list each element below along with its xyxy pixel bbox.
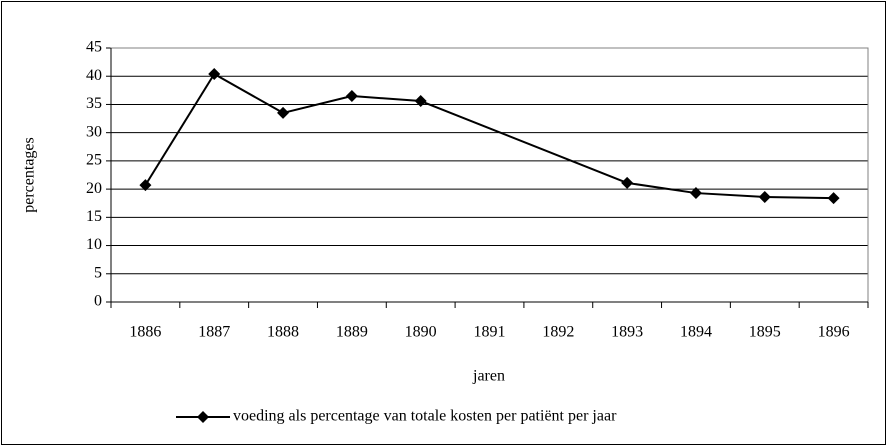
y-axis-label: percentages — [21, 137, 38, 213]
marker — [414, 95, 427, 108]
y-tick-label: 35 — [86, 95, 102, 112]
x-tick-label: 1886 — [129, 324, 161, 341]
line-segment — [695, 192, 765, 199]
x-tick-label: 1891 — [474, 324, 506, 341]
line-segment — [213, 73, 284, 114]
marker — [139, 179, 152, 192]
x-tick-label: 1894 — [680, 324, 712, 341]
marker — [345, 89, 358, 102]
legend-marker — [197, 411, 209, 423]
line-segment — [420, 100, 628, 184]
x-tick-label: 1890 — [405, 324, 437, 341]
line-segment — [764, 196, 834, 200]
line-segment — [144, 73, 216, 186]
x-tick-label: 1896 — [818, 324, 850, 341]
y-tick-label: 5 — [94, 264, 102, 281]
marker — [689, 187, 702, 200]
y-tick-label: 0 — [94, 293, 102, 310]
marker — [621, 176, 634, 189]
marker — [758, 191, 771, 204]
legend-label: voeding als percentage van totale kosten… — [233, 408, 617, 425]
x-tick-label: 1889 — [336, 324, 368, 341]
x-tick-label: 1888 — [267, 324, 299, 341]
line-segment — [282, 95, 353, 114]
y-tick-label: 25 — [86, 152, 102, 169]
marker — [208, 67, 221, 80]
x-tick-label: 1892 — [542, 324, 574, 341]
x-tick-label: 1887 — [198, 324, 230, 341]
y-tick-label: 20 — [86, 180, 102, 197]
y-tick-label: 40 — [86, 67, 102, 84]
y-tick-label: 30 — [86, 123, 102, 140]
y-tick-label: 45 — [86, 39, 102, 56]
line-segment — [351, 94, 421, 103]
line-segment — [626, 181, 697, 195]
marker — [277, 106, 290, 119]
x-tick-label: 1893 — [611, 324, 643, 341]
x-axis-label: jaren — [472, 368, 505, 385]
marker — [827, 192, 840, 205]
y-tick-label: 15 — [86, 208, 102, 225]
x-tick-label: 1895 — [749, 324, 781, 341]
y-tick-label: 10 — [86, 236, 102, 253]
